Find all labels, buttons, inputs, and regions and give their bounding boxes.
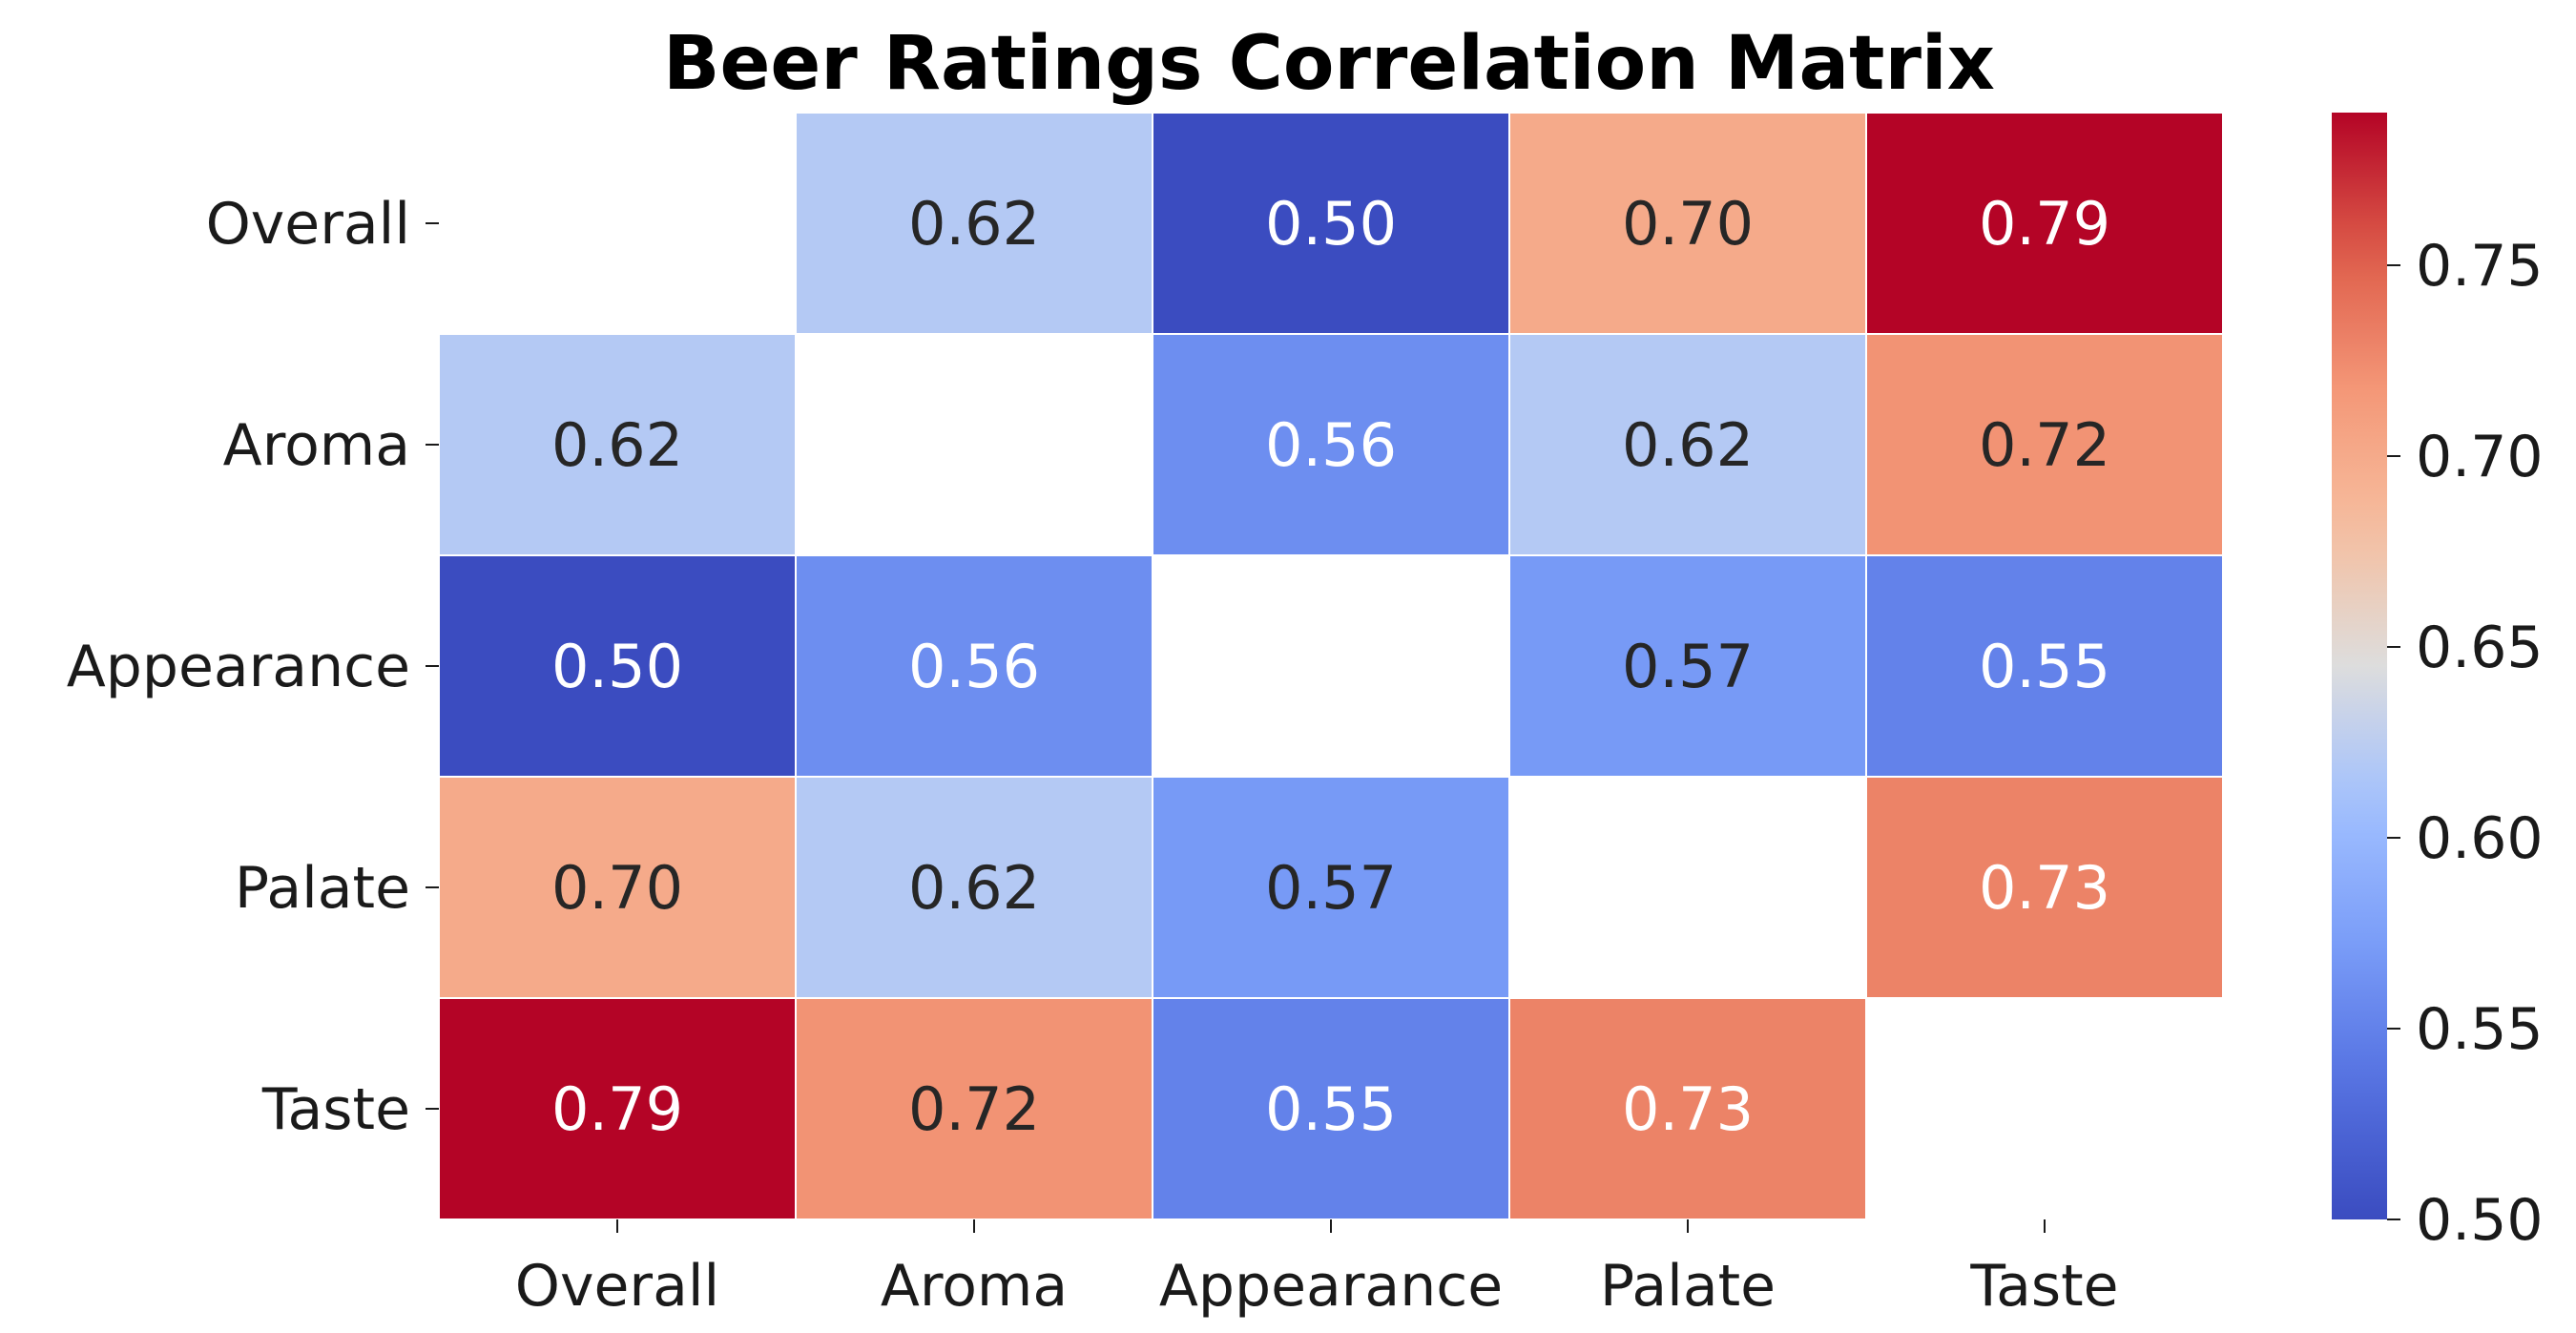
cell-value-label: 0.72: [908, 1074, 1040, 1144]
heatmap-cell-appearance-aroma: [795, 554, 1153, 778]
heatmap-cell-overall-appearance: [1152, 112, 1510, 335]
heatmap-cell-aroma-taste: [1865, 333, 2224, 556]
cell-value-label: 0.56: [908, 632, 1040, 701]
cell-value-label: 0.62: [551, 410, 683, 480]
heatmap-cell-palate-aroma: [795, 776, 1153, 999]
cell-value-label: 0.79: [551, 1074, 683, 1144]
x-tick-label-palate: Palate: [1600, 1253, 1776, 1320]
colorbar-tick-label: 0.75: [2416, 233, 2544, 300]
heatmap-cell-palate-appearance: [1152, 776, 1510, 999]
heatmap-cell-overall-palate: [1508, 112, 1867, 335]
cell-value-label: 0.57: [1622, 632, 1754, 701]
x-tick-label-appearance: Appearance: [1159, 1253, 1503, 1320]
colorbar: 0.50 0.55 0.60 0.65 0.70 0.75: [2332, 113, 2544, 1254]
heatmap-cell-taste-overall: [438, 997, 797, 1220]
row-labels: Overall Aroma Appearance Palate Taste: [67, 191, 439, 1143]
heatmap-cell-taste-palate: [1508, 997, 1867, 1220]
cell-value-label: 0.50: [1265, 189, 1397, 259]
cell-value-label: 0.56: [1265, 410, 1397, 480]
column-labels: Overall Aroma Appearance Palate Taste: [515, 1219, 2119, 1320]
cell-value-label: 0.62: [908, 853, 1040, 923]
y-tick-label-palate: Palate: [235, 855, 410, 922]
cell-value-label: 0.73: [1622, 1074, 1754, 1144]
x-tick-label-taste: Taste: [1969, 1253, 2118, 1320]
chart-title: Beer Ratings Correlation Matrix: [663, 21, 1995, 107]
colorbar-tick-label: 0.50: [2416, 1187, 2544, 1254]
cell-value-label: 0.55: [1979, 632, 2110, 701]
colorbar-gradient: [2332, 113, 2387, 1219]
heatmap-cell-aroma-appearance: [1152, 333, 1510, 556]
heatmap-cell-taste-aroma: [795, 997, 1153, 1220]
heatmap-cell-palate-taste: [1865, 776, 2224, 999]
cell-value-label: 0.72: [1979, 410, 2110, 480]
y-tick-label-overall: Overall: [206, 191, 410, 258]
colorbar-tick-label: 0.70: [2416, 424, 2544, 490]
colorbar-tick-label: 0.55: [2416, 996, 2544, 1063]
colorbar-tick-label: 0.60: [2416, 805, 2544, 872]
y-tick-label-appearance: Appearance: [67, 634, 410, 700]
heatmap-cell-taste-appearance: [1152, 997, 1510, 1220]
heatmap-cell-aroma-overall: [438, 333, 797, 556]
heatmap-cell-palate-overall: [438, 776, 797, 999]
y-tick-label-taste: Taste: [261, 1076, 410, 1143]
cell-value-label: 0.62: [908, 189, 1040, 259]
cell-value-label: 0.70: [551, 853, 683, 923]
heatmap-cells: 0.62 0.50 0.70 0.79 0.62 0.56 0.62 0.72 0.50 0.56…: [438, 112, 2224, 1220]
cell-value-label: 0.70: [1622, 189, 1754, 259]
cell-value-label: 0.62: [1622, 410, 1754, 480]
colorbar-tick-label: 0.65: [2416, 614, 2544, 681]
cell-value-label: 0.79: [1979, 189, 2110, 259]
x-tick-label-overall: Overall: [515, 1253, 719, 1320]
y-tick-label-aroma: Aroma: [223, 412, 410, 479]
cell-value-label: 0.57: [1265, 853, 1397, 923]
cell-value-label: 0.55: [1265, 1074, 1397, 1144]
x-tick-label-aroma: Aroma: [881, 1253, 1068, 1320]
cell-value-label: 0.73: [1979, 853, 2110, 923]
heatmap-cell-appearance-taste: [1865, 554, 2224, 778]
cell-value-label: 0.50: [551, 632, 683, 701]
heatmap-cell-overall-aroma: [795, 112, 1153, 335]
heatmap-cell-overall-taste: [1865, 112, 2224, 335]
